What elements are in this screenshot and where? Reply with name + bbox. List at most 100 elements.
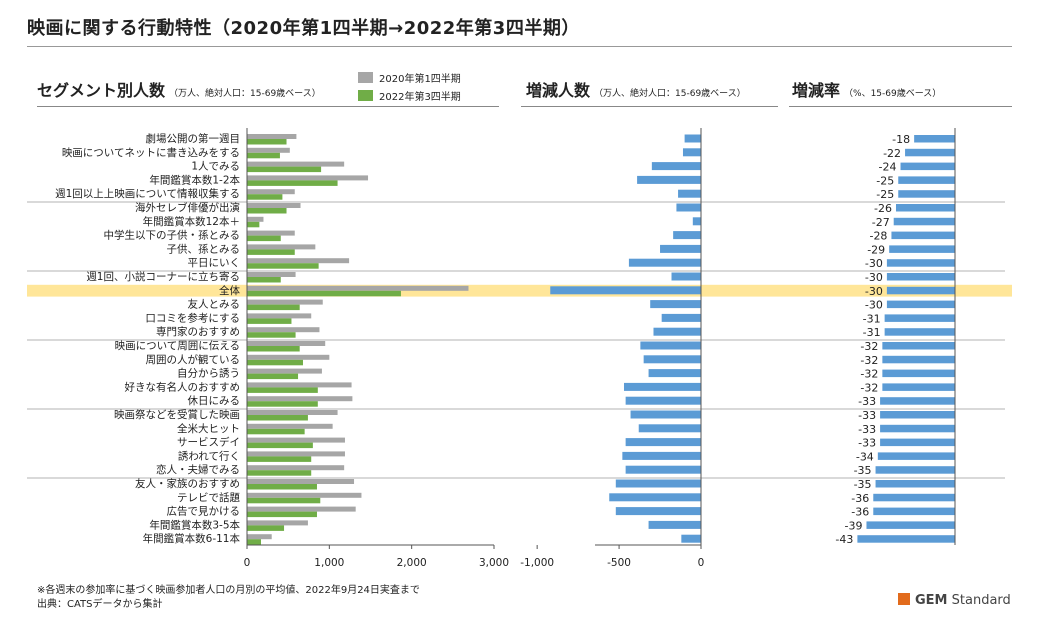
change-panel-title: 増減人数 xyxy=(526,81,591,100)
legend-label-2020: 2020年第1四半期 xyxy=(379,74,461,85)
bar-2022 xyxy=(247,152,280,159)
category-label: 好きな有名人のおすすめ xyxy=(125,380,241,393)
rate-bar xyxy=(880,397,955,405)
category-label: 恋人・夫婦でみる xyxy=(156,463,240,476)
rate-panel-header: 増減率 （%、15-69歳ベース） xyxy=(792,77,941,101)
bar-2022 xyxy=(247,194,283,200)
bar-2022 xyxy=(247,539,261,545)
change-bar xyxy=(651,162,701,171)
rate-bar xyxy=(900,162,955,171)
change-panel-rule xyxy=(521,106,778,107)
change-bar xyxy=(650,300,701,309)
bar-2020 xyxy=(247,368,322,374)
bar-2022 xyxy=(247,470,312,476)
change-bar xyxy=(615,507,701,516)
rate-label: -30 xyxy=(865,299,883,312)
change-bar xyxy=(609,493,701,502)
bar-2020 xyxy=(247,258,350,264)
rate-bar xyxy=(898,176,955,184)
rate-label: -33 xyxy=(858,423,876,436)
change-bar xyxy=(681,534,701,543)
bar-2022 xyxy=(247,166,322,173)
rate-bar xyxy=(857,535,955,543)
category-label: 平日にいく xyxy=(188,257,241,269)
rate-bar xyxy=(889,245,955,253)
title-divider xyxy=(27,46,1012,47)
bar-2020 xyxy=(247,534,272,540)
segment-panel-note: （万人、絶対人口：15-69歳ベース） xyxy=(169,89,321,99)
rate-bar xyxy=(893,217,955,226)
bar-2020 xyxy=(247,451,345,457)
rate-label: -32 xyxy=(860,381,878,394)
rate-bar xyxy=(884,314,955,322)
change-tick-label: -500 xyxy=(607,557,631,569)
rate-bar xyxy=(882,369,955,378)
change-bar xyxy=(640,341,701,350)
bar-2020 xyxy=(247,506,356,512)
bar-2022 xyxy=(247,290,401,297)
rate-label: -28 xyxy=(869,230,887,243)
bar-2022 xyxy=(247,277,281,283)
bar-2022 xyxy=(247,208,287,214)
rate-bar xyxy=(898,190,955,198)
bar-2020 xyxy=(247,479,355,484)
rate-label: -35 xyxy=(854,478,872,491)
change-bar xyxy=(643,355,701,364)
category-label: 全体 xyxy=(219,284,240,297)
bar-2020 xyxy=(247,354,330,360)
bar-2020 xyxy=(247,520,308,526)
rate-bar xyxy=(886,259,955,267)
bar-2020 xyxy=(247,396,353,402)
category-label: 友人・家族のおすすめ xyxy=(135,477,240,490)
bar-2020 xyxy=(247,272,296,277)
change-panel-header: 増減人数 （万人、絶対人口：15-69歳ベース） xyxy=(526,77,746,101)
bar-2020 xyxy=(247,437,345,443)
change-bar xyxy=(615,479,701,488)
rate-bar xyxy=(895,204,955,212)
change-bar xyxy=(630,410,701,419)
bar-2020 xyxy=(247,382,352,388)
change-bar xyxy=(638,424,701,433)
rate-label: -29 xyxy=(867,243,885,256)
bar-2020 xyxy=(247,230,295,236)
category-label: 周囲の人が観ている xyxy=(146,353,241,366)
source-note: 出典：CATSデータから集計 xyxy=(37,599,163,610)
category-label: 映画について周囲に伝える xyxy=(115,340,240,352)
legend-swatch-green xyxy=(358,90,373,101)
category-label: 年間鑑賞本数12本＋ xyxy=(143,215,240,228)
bar-2022 xyxy=(247,456,312,462)
rate-label: -32 xyxy=(860,340,878,353)
legend-item-2020: 2020年第1四半期 xyxy=(358,70,461,85)
bar-2022 xyxy=(247,180,338,186)
bar-2022 xyxy=(247,346,300,352)
bar-2020 xyxy=(247,189,295,195)
change-bar xyxy=(625,396,701,405)
rate-bar xyxy=(880,424,955,433)
change-panel-note: （万人、絶対人口：15-69歳ベース） xyxy=(594,89,746,99)
category-label: 1人でみる xyxy=(191,161,240,173)
change-bar xyxy=(637,175,701,184)
bar-2020 xyxy=(247,285,469,291)
segment-panel-title: セグメント別人数 xyxy=(37,81,166,100)
bar-2022 xyxy=(247,387,318,393)
rate-bar xyxy=(886,273,955,281)
rate-label: -27 xyxy=(872,216,890,229)
bar-2020 xyxy=(247,134,297,139)
rate-bar xyxy=(873,507,955,516)
category-label: 年間鑑賞本数1-2本 xyxy=(149,173,240,186)
bar-2022 xyxy=(247,442,313,449)
bar-2022 xyxy=(247,525,285,531)
segment-panel-rule xyxy=(37,106,499,107)
bar-2020 xyxy=(247,410,338,415)
change-bar xyxy=(628,258,701,267)
change-bar xyxy=(622,451,701,460)
rate-panel-note: （%、15-69歳ベース） xyxy=(844,89,942,99)
bar-2022 xyxy=(247,139,287,145)
rate-bar xyxy=(884,328,955,336)
change-bar xyxy=(625,465,701,474)
rate-label: -24 xyxy=(879,161,897,174)
bar-2022 xyxy=(247,401,318,407)
change-bar xyxy=(682,148,701,157)
rate-label: -26 xyxy=(874,202,892,215)
category-label: 広告で見かける xyxy=(167,505,241,518)
